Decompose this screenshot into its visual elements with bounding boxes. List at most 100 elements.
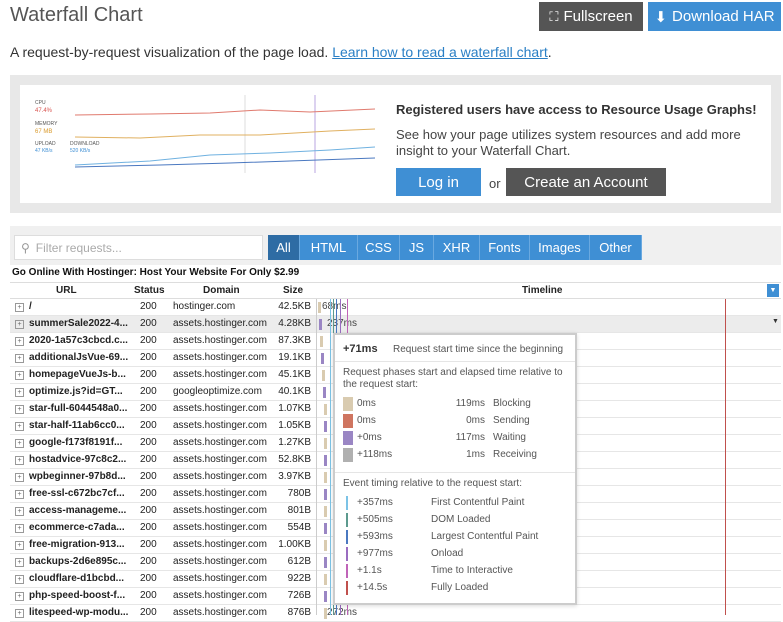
request-domain: googleoptimize.com xyxy=(173,386,262,397)
download-icon: ⬇ xyxy=(654,8,667,26)
timeline-bar xyxy=(321,353,324,364)
event-name: First Contentful Paint xyxy=(431,497,524,508)
expand-icon: + xyxy=(15,473,24,482)
filter-tab[interactable]: HTML xyxy=(300,235,358,260)
phase-name: Receiving xyxy=(493,449,537,460)
memory-label: MEMORY xyxy=(35,121,58,127)
request-row[interactable]: +/200hostinger.com42.5KB68ms xyxy=(10,299,781,316)
request-time: 68ms xyxy=(322,301,346,312)
request-url: additionalJsVue-69... xyxy=(29,352,128,363)
timeline-bar xyxy=(324,591,327,602)
event-time: +1.1s xyxy=(357,565,382,576)
request-url: cloudflare-d1bcbd... xyxy=(29,573,124,584)
request-status: 200 xyxy=(140,437,157,448)
request-size: 1.27KB xyxy=(278,437,311,448)
request-domain: assets.hostinger.com xyxy=(173,471,267,482)
filter-tab[interactable]: XHR xyxy=(434,235,480,260)
event-marker xyxy=(346,564,348,578)
download-value: 520 KB/s xyxy=(70,148,91,154)
expand-icon: + xyxy=(15,388,24,397)
row-menu[interactable]: ▼ xyxy=(772,318,779,325)
request-domain: assets.hostinger.com xyxy=(173,539,267,550)
request-domain: assets.hostinger.com xyxy=(173,454,267,465)
phase-duration: 0ms xyxy=(466,415,485,426)
phase-name: Sending xyxy=(493,415,530,426)
timeline-bar xyxy=(322,370,325,381)
filter-placeholder: Filter requests... xyxy=(36,241,122,255)
request-status: 200 xyxy=(140,403,157,414)
request-row[interactable]: +litespeed-wp-modu...200assets.hostinger… xyxy=(10,605,781,622)
timeline-menu[interactable]: ▼ xyxy=(767,284,779,297)
help-link[interactable]: Learn how to read a waterfall chart xyxy=(332,44,548,60)
request-status: 200 xyxy=(140,607,157,618)
expand-icon: + xyxy=(15,405,24,414)
request-size: 726B xyxy=(288,590,311,601)
filter-tab[interactable]: Images xyxy=(530,235,590,260)
cpu-label: CPU xyxy=(35,100,46,106)
timeline-bar xyxy=(324,557,327,568)
request-domain: assets.hostinger.com xyxy=(173,352,267,363)
request-size: 1.00KB xyxy=(278,539,311,550)
filter-tab[interactable]: All xyxy=(268,235,300,260)
download-button[interactable]: ⬇ Download HAR xyxy=(648,2,781,31)
filter-tab[interactable]: Other xyxy=(590,235,642,260)
expand-icon: + xyxy=(15,303,24,312)
download-label: Download HAR xyxy=(672,8,775,25)
timeline-bar xyxy=(324,455,327,466)
login-button[interactable]: Log in xyxy=(396,168,481,196)
request-domain: assets.hostinger.com xyxy=(173,369,267,380)
request-domain: assets.hostinger.com xyxy=(173,590,267,601)
expand-icon: + xyxy=(15,320,24,329)
intro-end: . xyxy=(548,44,552,60)
phase-duration: 117ms xyxy=(456,432,485,443)
timeline-bar xyxy=(319,319,322,330)
cpu-value: 47.4% xyxy=(35,108,53,114)
filter-input[interactable]: ⚲Filter requests... xyxy=(14,235,263,260)
request-domain: assets.hostinger.com xyxy=(173,573,267,584)
request-status: 200 xyxy=(140,573,157,584)
preview-chart: CPU 47.4% MEMORY 67 MB UPLOAD 47 KB/s DO… xyxy=(30,95,375,173)
timeline-bar xyxy=(318,302,321,313)
promo-heading: Registered users have access to Resource… xyxy=(396,102,757,117)
page-title: Waterfall Chart xyxy=(10,4,143,27)
request-domain: assets.hostinger.com xyxy=(173,505,267,516)
request-status: 200 xyxy=(140,352,157,363)
expand-icon: + xyxy=(15,524,24,533)
request-url: / xyxy=(29,301,32,312)
filter-tab[interactable]: JS xyxy=(400,235,434,260)
request-row[interactable]: +summerSale2022-4...200assets.hostinger.… xyxy=(10,316,781,333)
fullscreen-icon: ⛶ xyxy=(549,9,558,25)
event-line xyxy=(316,299,317,615)
request-status: 200 xyxy=(140,301,157,312)
timeline-bar xyxy=(324,421,327,432)
request-domain: assets.hostinger.com xyxy=(173,335,267,346)
timeline-bar xyxy=(324,506,327,517)
filter-tab[interactable]: Fonts xyxy=(480,235,530,260)
signup-button[interactable]: Create an Account xyxy=(506,168,666,196)
request-url: hostadvice-97c8c2... xyxy=(29,454,126,465)
filter-tab[interactable]: CSS xyxy=(358,235,400,260)
expand-icon: + xyxy=(15,439,24,448)
timeline-bar xyxy=(324,438,327,449)
fullscreen-button[interactable]: ⛶Fullscreen xyxy=(539,2,643,31)
expand-icon: + xyxy=(15,422,24,431)
event-time: +505ms xyxy=(357,514,393,525)
page-name: Go Online With Hostinger: Host Your Webs… xyxy=(12,267,299,278)
event-marker xyxy=(346,496,348,510)
request-size: 780B xyxy=(288,488,311,499)
request-status: 200 xyxy=(140,522,157,533)
request-url: homepageVueJs-b... xyxy=(29,369,126,380)
expand-icon: + xyxy=(15,371,24,380)
request-url: wpbeginner-97b8d... xyxy=(29,471,126,482)
divider xyxy=(335,472,575,473)
request-url: summerSale2022-4... xyxy=(29,318,128,329)
request-size: 1.07KB xyxy=(278,403,311,414)
promo-box: CPU 47.4% MEMORY 67 MB UPLOAD 47 KB/s DO… xyxy=(10,75,781,213)
request-size: 1.05KB xyxy=(278,420,311,431)
phase-start: +0ms xyxy=(357,432,382,443)
expand-icon: + xyxy=(15,575,24,584)
request-domain: assets.hostinger.com xyxy=(173,437,267,448)
timeline-bar xyxy=(324,472,327,483)
column-header: Timeline xyxy=(522,285,562,296)
